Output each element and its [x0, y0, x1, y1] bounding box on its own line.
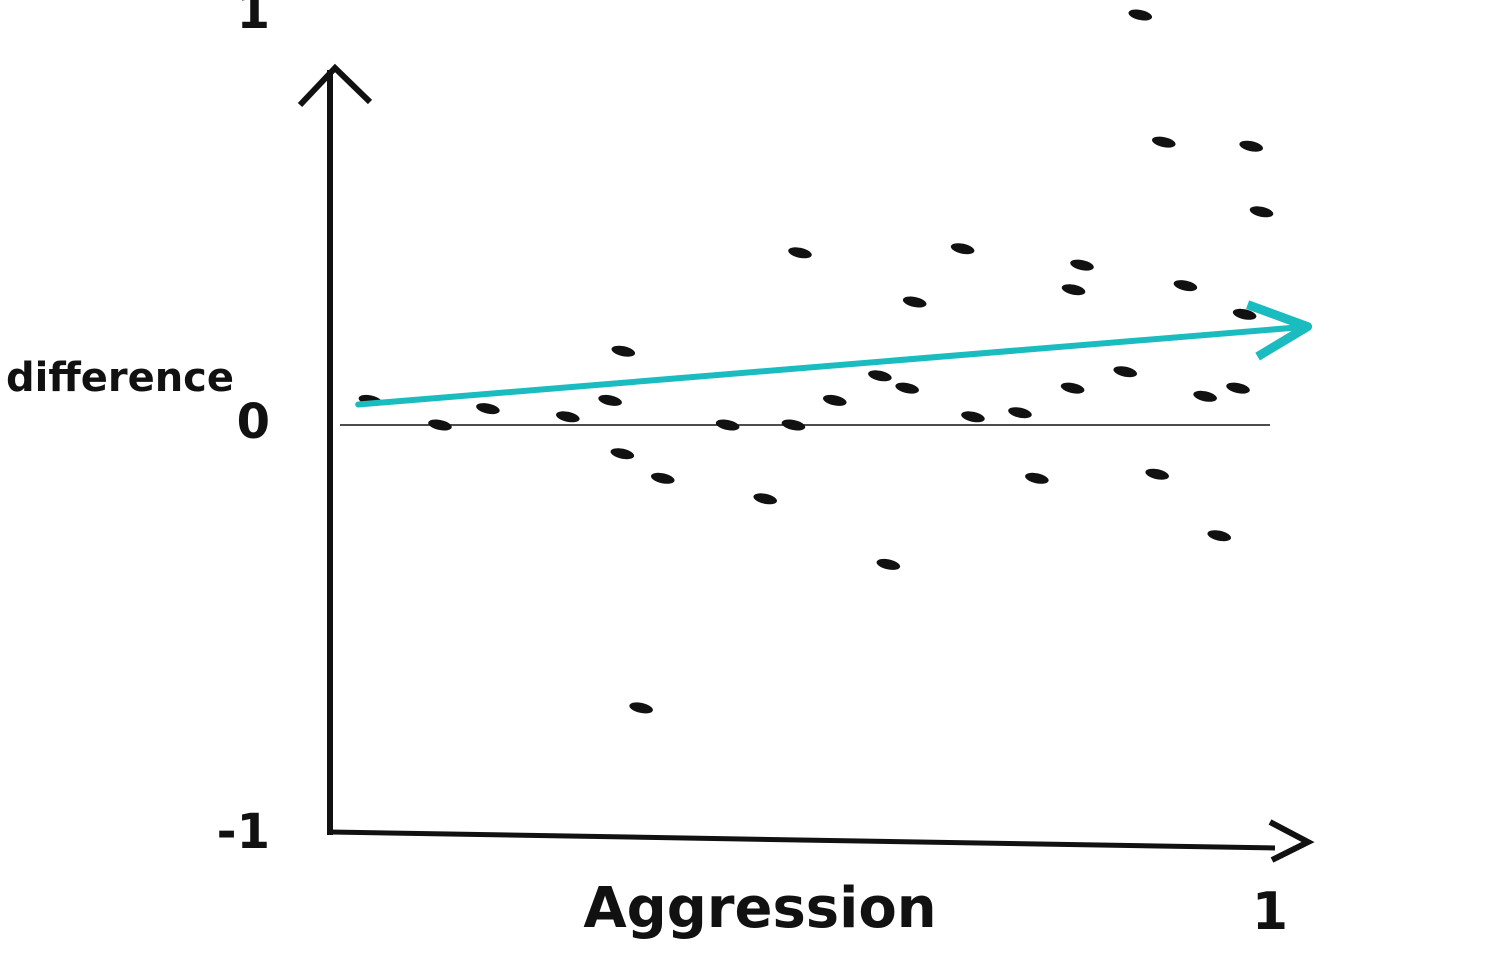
point [598, 394, 622, 406]
x-axis-arrow [1268, 819, 1315, 863]
point [715, 419, 740, 431]
point [1249, 206, 1274, 218]
point [753, 493, 778, 505]
point [950, 243, 975, 255]
point [629, 702, 653, 714]
point [1061, 284, 1086, 296]
point [1070, 259, 1094, 271]
point [1232, 308, 1257, 320]
x-tick-label: 1 [1252, 882, 1288, 942]
x-axis [329, 829, 1276, 851]
point [868, 370, 892, 382]
trend-arrowhead [1246, 300, 1313, 361]
point [822, 394, 847, 406]
point [1113, 366, 1138, 378]
y-tick-label: 0 [237, 394, 270, 450]
point [556, 411, 580, 423]
point [1145, 468, 1169, 480]
point [476, 403, 500, 415]
y-tick-label: 1 [237, 0, 270, 40]
point [895, 382, 919, 394]
point [610, 448, 635, 460]
point [1151, 136, 1176, 148]
point [961, 411, 985, 423]
point [1128, 9, 1153, 21]
point [1193, 390, 1217, 402]
point [650, 472, 675, 484]
point [1008, 407, 1032, 419]
point [1173, 280, 1198, 292]
point [611, 345, 636, 357]
point [788, 247, 812, 259]
point [428, 419, 452, 431]
y-axis-arrow [297, 63, 373, 108]
point [902, 296, 927, 308]
point [1060, 382, 1085, 394]
point [876, 558, 901, 570]
point [1239, 140, 1263, 152]
trend-line [355, 323, 1311, 408]
x-axis-label: Aggression [583, 876, 936, 941]
point [1025, 472, 1049, 484]
y-tick-label: -1 [217, 804, 270, 860]
point [1226, 382, 1250, 394]
point [1207, 530, 1232, 542]
y-axis-label: difference [6, 355, 234, 401]
point [781, 419, 806, 431]
